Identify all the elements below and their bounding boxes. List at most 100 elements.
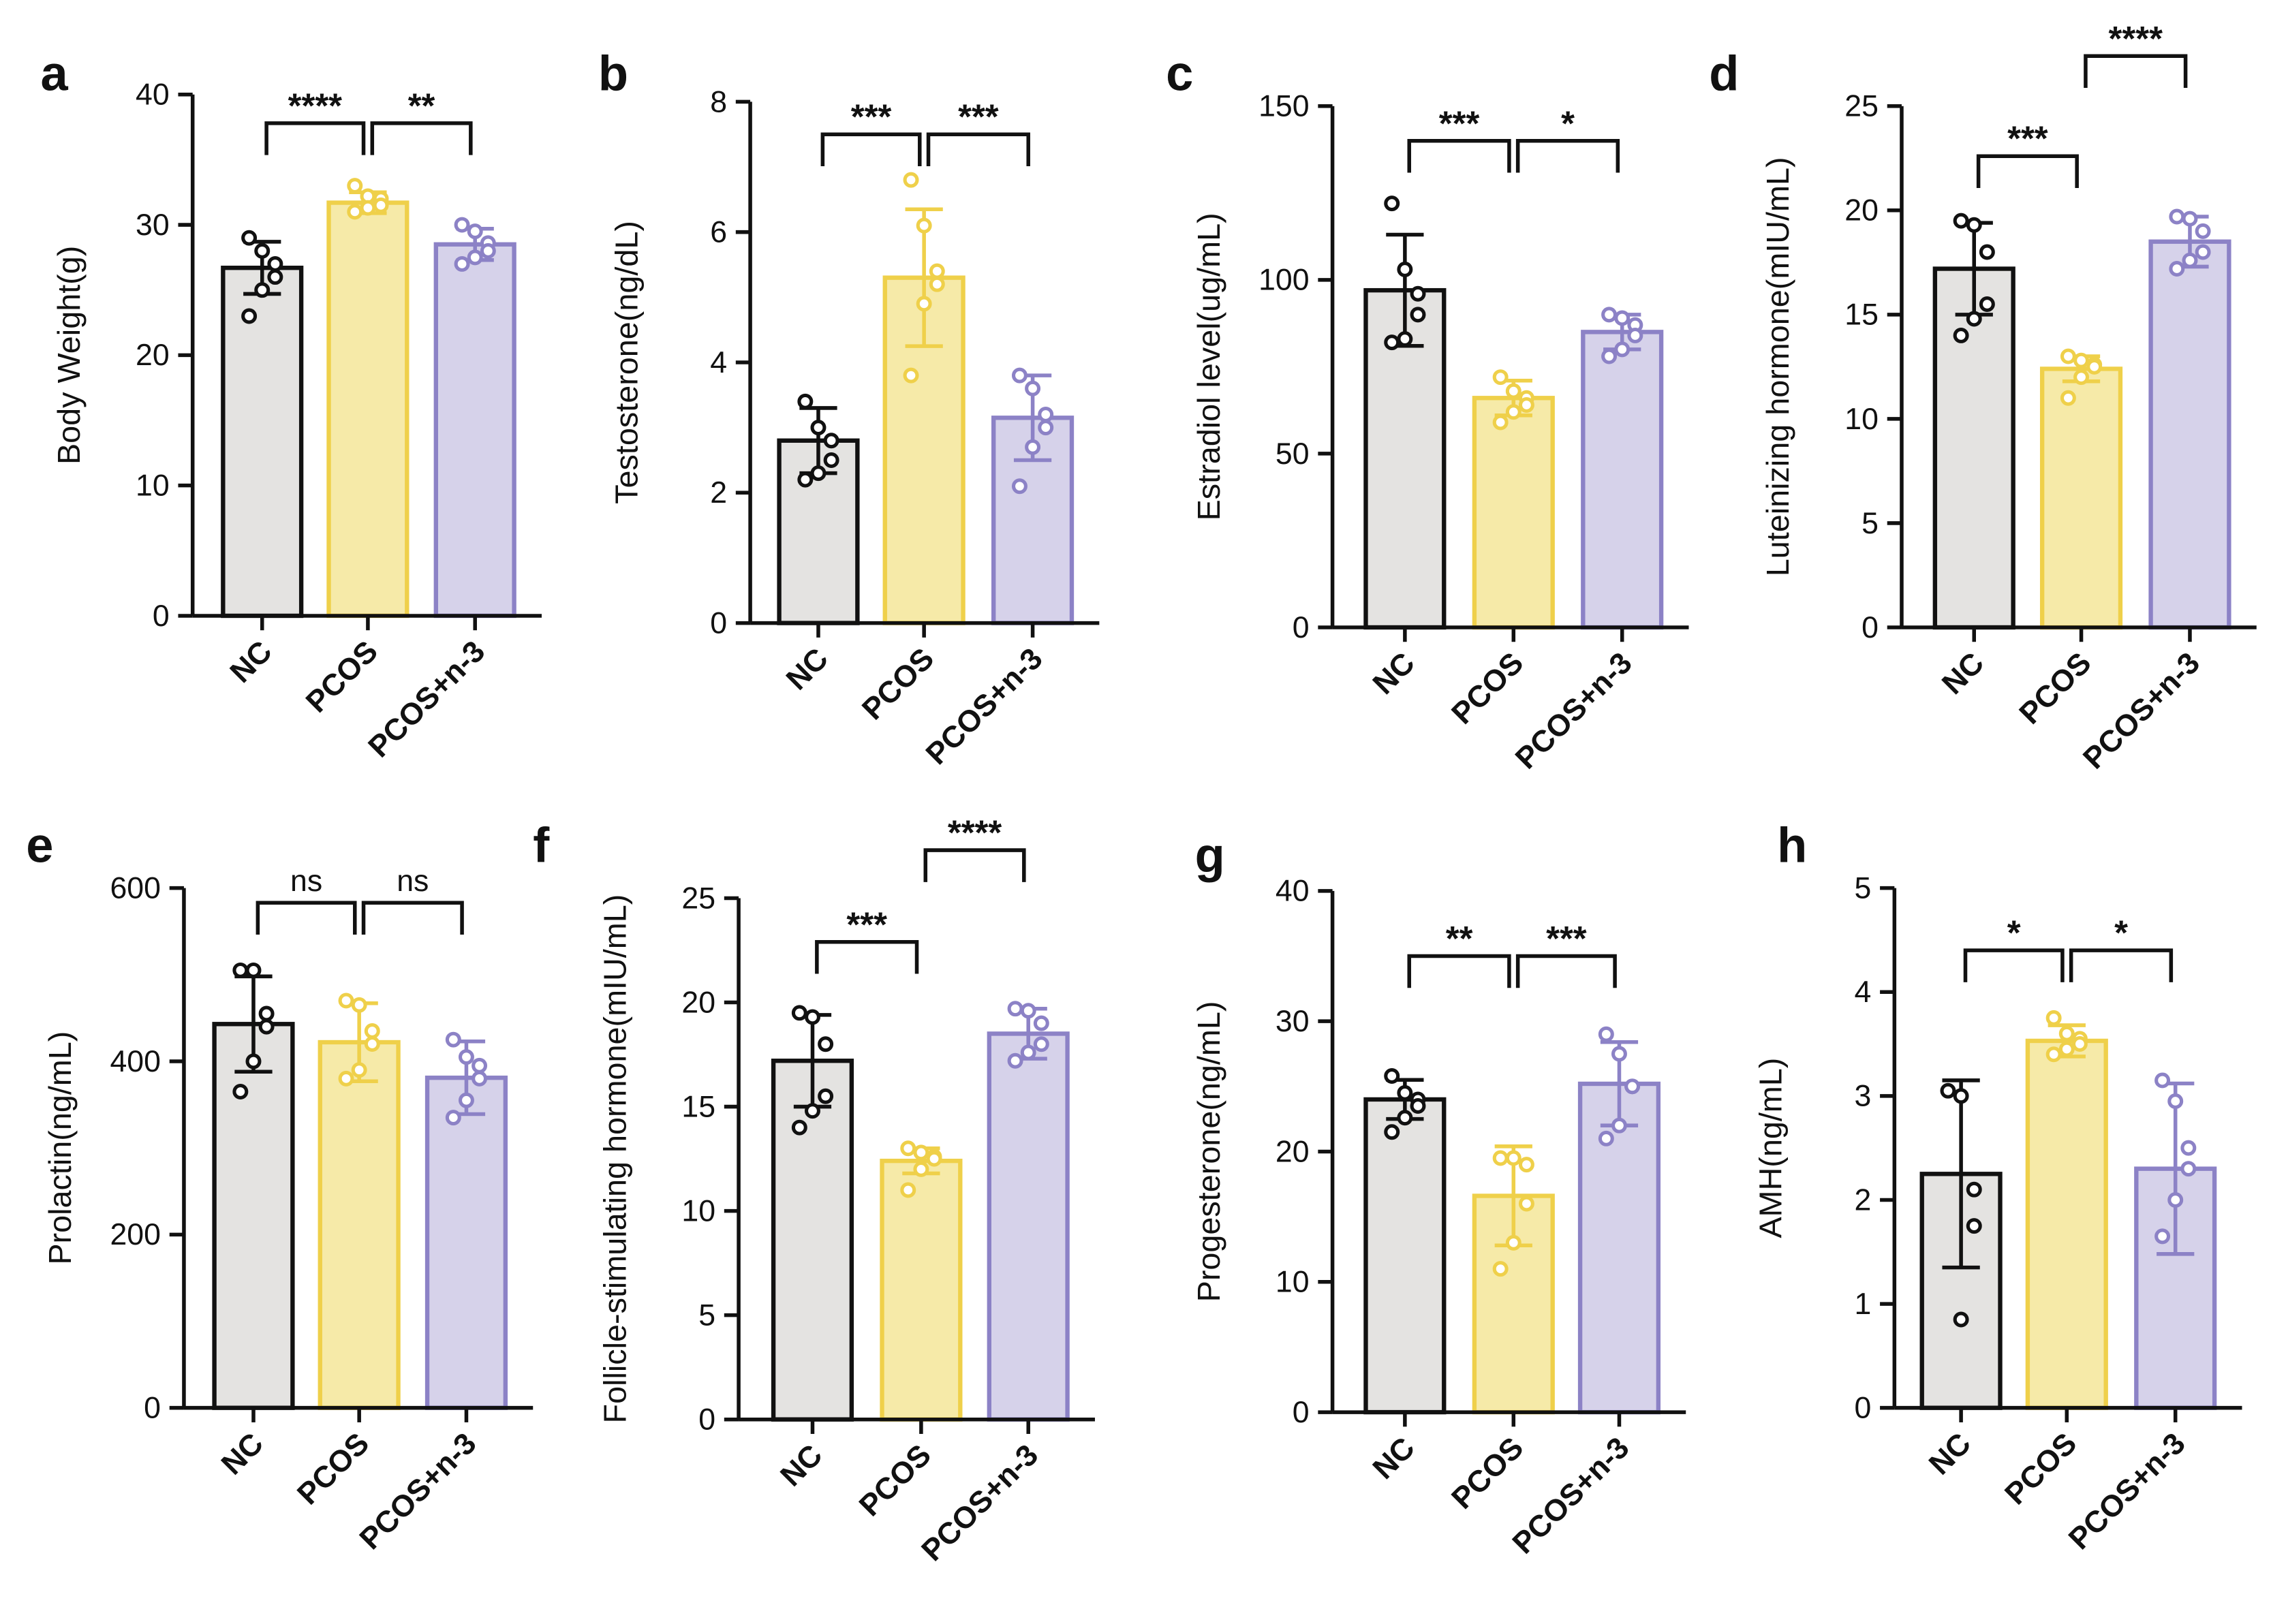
- y-tick-label: 30: [136, 208, 170, 242]
- data-point: [900, 1182, 916, 1198]
- data-point: [1518, 1196, 1534, 1212]
- x-tick-label: PCOS+n-3: [915, 1438, 1045, 1567]
- x-tick-label: NC: [774, 1438, 829, 1493]
- data-point: [360, 200, 376, 216]
- data-point: [797, 393, 814, 409]
- data-point: [1518, 397, 1534, 413]
- y-tick-label: 15: [1844, 298, 1879, 332]
- x-tick-label: PCOS: [853, 1438, 938, 1522]
- significance-bracket: [1407, 954, 1511, 988]
- data-point: [2182, 210, 2198, 227]
- significance-label: ***: [846, 905, 887, 943]
- data-point: [2167, 1093, 2184, 1109]
- bar-NC: [221, 265, 304, 619]
- data-point: [2045, 1046, 2062, 1063]
- x-tick-label: PCOS: [856, 642, 940, 726]
- panel-label: d: [1709, 46, 1739, 101]
- data-point: [2169, 208, 2185, 225]
- data-point: [1627, 327, 1643, 343]
- significance-label: ns: [290, 864, 322, 898]
- data-point: [1611, 1117, 1627, 1134]
- data-point: [2180, 1140, 2197, 1156]
- data-point: [2071, 1036, 2088, 1052]
- data-point: [916, 296, 932, 312]
- data-point: [454, 217, 470, 233]
- bar-PCOS+n-3: [987, 1031, 1070, 1422]
- y-tick-label: 40: [136, 78, 170, 112]
- significance-bracket: [361, 901, 464, 935]
- y-tick-label: 0: [144, 1392, 161, 1425]
- data-point: [1384, 1068, 1400, 1084]
- data-point: [454, 255, 470, 272]
- data-point: [2167, 1191, 2184, 1208]
- x-tick-label: PCOS: [1445, 1431, 1530, 1516]
- data-point: [1033, 1015, 1049, 1031]
- data-point: [903, 172, 919, 188]
- data-point: [1410, 285, 1426, 302]
- data-point: [2073, 352, 2090, 369]
- significance-label: ****: [288, 86, 343, 125]
- data-point: [258, 1018, 275, 1035]
- significance-bracket: [2069, 948, 2174, 982]
- data-point: [1953, 213, 1969, 229]
- data-point: [267, 255, 283, 272]
- data-point: [818, 1088, 834, 1104]
- y-tick-label: 3: [1854, 1080, 1871, 1113]
- significance-label: *: [2114, 914, 2128, 952]
- data-point: [1505, 404, 1521, 420]
- panel-label: c: [1166, 46, 1193, 101]
- x-tick-label: PCOS: [291, 1426, 375, 1511]
- data-point: [797, 471, 814, 488]
- y-tick-label: 0: [1293, 611, 1310, 644]
- significance-label: ns: [397, 864, 429, 898]
- data-point: [805, 1103, 820, 1119]
- data-point: [1624, 1078, 1641, 1095]
- data-point: [351, 1062, 367, 1078]
- data-point: [254, 282, 271, 298]
- y-axis-label: Body Weight(g): [51, 246, 87, 465]
- data-point: [373, 197, 389, 213]
- significance-label: *: [2007, 914, 2021, 952]
- y-tick-label: 8: [710, 85, 727, 119]
- data-point: [1966, 1181, 1982, 1198]
- x-tick-label: NC: [1923, 1426, 1977, 1481]
- significance-bracket: [926, 132, 1030, 166]
- y-tick-label: 1: [1854, 1287, 1871, 1321]
- y-tick-label: 25: [1844, 90, 1879, 123]
- y-tick-label: 10: [1844, 403, 1879, 436]
- x-tick-label: PCOS+n-3: [2077, 646, 2206, 776]
- y-tick-label: 5: [1861, 507, 1879, 540]
- data-point: [1038, 407, 1054, 422]
- data-point: [913, 1144, 929, 1161]
- y-tick-label: 10: [136, 469, 170, 503]
- significance-label: ****: [948, 813, 1002, 852]
- data-point: [805, 1009, 820, 1025]
- y-axis-label: Progesterone(ng/mL): [1191, 1001, 1226, 1302]
- bar-NC: [1363, 1097, 1447, 1415]
- data-point: [1397, 262, 1413, 278]
- data-point: [1518, 1157, 1534, 1173]
- data-point: [1966, 1218, 1982, 1234]
- panel-label: g: [1195, 828, 1225, 883]
- bar-PCOS: [326, 200, 410, 619]
- y-axis-label: Luteinizing hormone(mIU/mL): [1760, 157, 1795, 576]
- data-point: [1011, 367, 1028, 384]
- significance-bracket: [1515, 954, 1617, 988]
- y-tick-label: 25: [681, 881, 715, 915]
- data-point: [1953, 1088, 1969, 1104]
- y-axis-label: Prolactin(ng/mL): [42, 1031, 78, 1265]
- significance-label: ***: [958, 97, 999, 136]
- data-point: [1940, 1082, 1956, 1099]
- data-point: [2180, 1161, 2197, 1177]
- significance-bracket: [1963, 948, 2065, 982]
- data-point: [245, 1053, 262, 1069]
- data-point: [364, 1022, 380, 1039]
- bar-PCOS+n-3: [2134, 1166, 2217, 1410]
- data-point: [2169, 261, 2185, 277]
- y-tick-label: 200: [110, 1218, 160, 1251]
- data-point: [1492, 414, 1509, 431]
- data-point: [1966, 311, 1982, 327]
